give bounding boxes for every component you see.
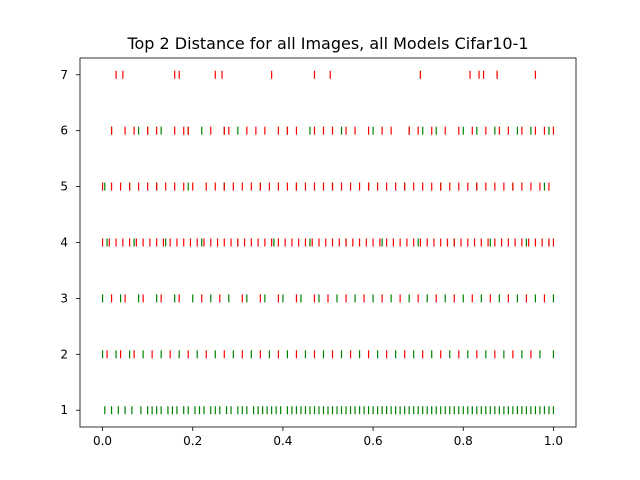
y-tick-label: 1 [60, 403, 68, 417]
x-tick-label: 0.2 [183, 434, 202, 448]
plot-area [79, 57, 577, 428]
y-tick-label: 7 [60, 68, 68, 82]
y-tick-label: 4 [60, 236, 68, 250]
y-tick-label: 3 [60, 291, 68, 305]
y-tick-label: 6 [60, 124, 68, 138]
y-tick-label: 5 [60, 180, 68, 194]
x-tick-label: 0.0 [93, 434, 112, 448]
marks-layer [101, 70, 555, 415]
x-tick-label: 0.6 [364, 434, 383, 448]
x-tick-label: 0.4 [273, 434, 292, 448]
y-tick-label: 2 [60, 347, 68, 361]
x-tick-label: 1.0 [544, 434, 563, 448]
chart-title: Top 2 Distance for all Images, all Model… [126, 34, 528, 53]
x-tick-label: 0.8 [454, 434, 473, 448]
axes-layer: 0.0 0.2 0.4 0.6 0.8 1.0 1 2 3 4 5 6 7 [60, 68, 563, 448]
